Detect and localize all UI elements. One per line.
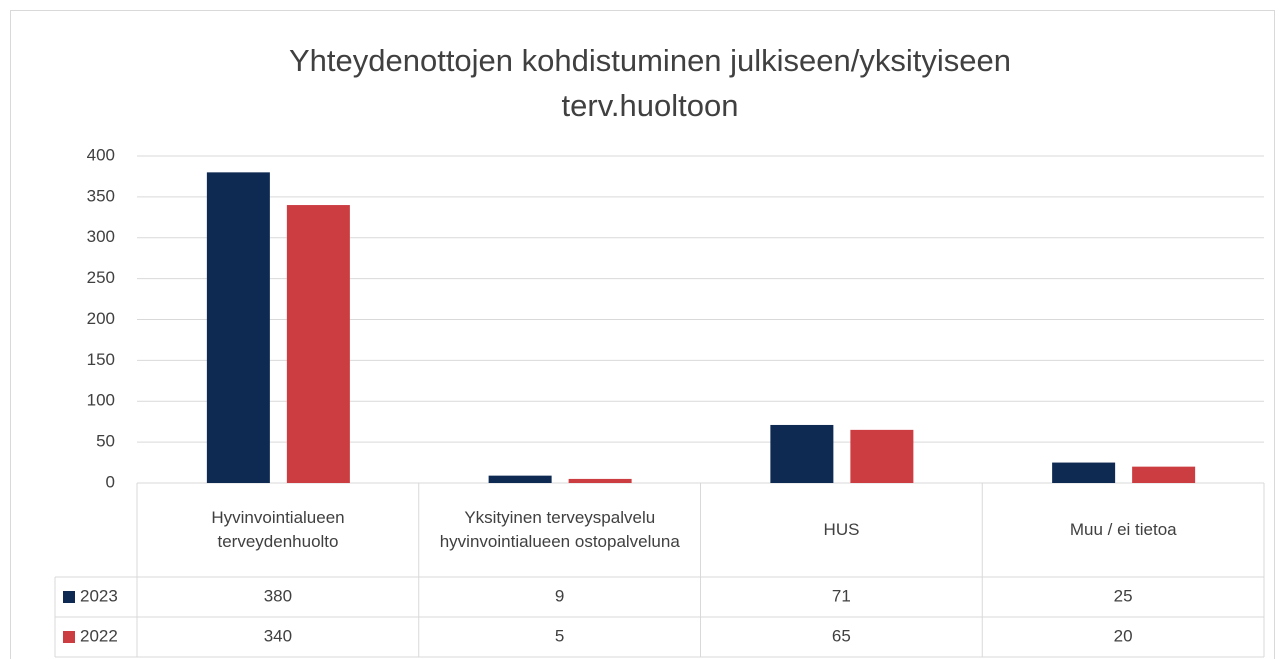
table-value: 9: [555, 586, 564, 605]
table-value: 65: [832, 626, 851, 645]
category-cell: Hyvinvointialueen terveydenhuolto: [137, 483, 419, 577]
bar: [850, 429, 914, 483]
legend-label: 2023: [80, 586, 118, 605]
bar: [488, 475, 552, 483]
chart-border: [10, 10, 1275, 659]
table-value: 380: [264, 586, 292, 605]
y-tick-label: 50: [96, 432, 115, 451]
y-tick-label: 350: [87, 186, 115, 205]
y-tick-label: 300: [87, 227, 115, 246]
category-cell: Yksityinen terveyspalvelu hyvinvointialu…: [419, 483, 701, 577]
y-tick-label: 0: [106, 472, 115, 491]
y-tick-label: 100: [87, 391, 115, 410]
bar: [770, 424, 834, 483]
legend-key: [63, 591, 75, 603]
category-cell: HUS: [701, 483, 983, 577]
x-tick-label: Yksityinen terveyspalvelu hyvinvointialu…: [439, 508, 680, 551]
bar: [1052, 462, 1116, 483]
x-tick-label: Hyvinvointialueen terveydenhuolto: [211, 508, 345, 551]
category-cell: Muu / ei tietoa: [982, 483, 1264, 577]
y-tick-label: 200: [87, 309, 115, 328]
table-value: 71: [832, 586, 851, 605]
bar: [1132, 466, 1196, 483]
x-tick-label: HUS: [823, 520, 860, 539]
bar: [206, 172, 270, 483]
y-tick-label: 150: [87, 350, 115, 369]
y-tick-label: 400: [87, 145, 115, 164]
bar: [286, 205, 350, 484]
chart-title: Yhteydenottojen kohdistuminen julkiseen/…: [288, 43, 1012, 123]
table-value: 5: [555, 626, 564, 645]
legend-key: [63, 631, 75, 643]
y-tick-label: 250: [87, 268, 115, 287]
table-value: 340: [264, 626, 292, 645]
x-tick-label: Muu / ei tietoa: [1069, 520, 1177, 539]
table-value: 25: [1114, 586, 1133, 605]
legend-label: 2022: [80, 626, 118, 645]
table-value: 20: [1114, 626, 1133, 645]
bar: [568, 478, 632, 483]
